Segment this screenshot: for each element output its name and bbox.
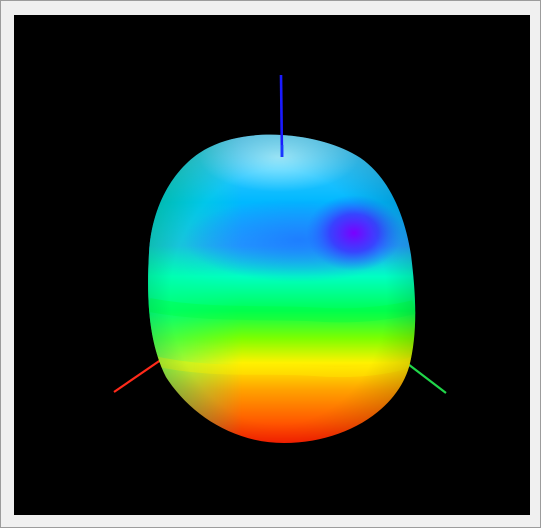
3d-scene[interactable] [14,15,530,515]
y-axis-line [403,360,447,394]
z-axis-line [279,74,284,158]
surface-mesh [148,134,416,444]
x-axis-line [113,354,169,393]
3d-viewport[interactable] [14,15,530,515]
